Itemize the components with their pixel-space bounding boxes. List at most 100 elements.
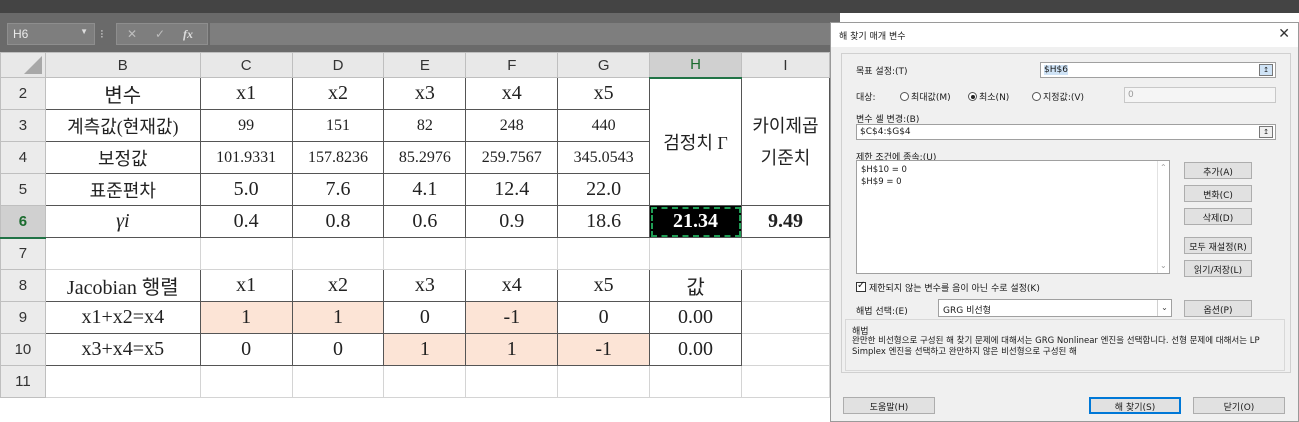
cell-e9[interactable]: 0: [383, 301, 467, 334]
constraint-item[interactable]: $H$10 = 0: [861, 165, 907, 175]
radio-value-of[interactable]: 지정값:(V): [1032, 90, 1084, 103]
more-icon[interactable]: ⁝: [100, 27, 104, 41]
collapse-dialog-icon-2[interactable]: ↥: [1259, 126, 1273, 138]
cell-g11[interactable]: [557, 365, 651, 398]
constraints-scrollbar[interactable]: ⌃ ⌄: [1157, 161, 1169, 273]
row-header-4[interactable]: 4: [0, 141, 46, 174]
cell-b11[interactable]: [44, 365, 201, 398]
column-header-f[interactable]: F: [465, 52, 559, 78]
cell-d6[interactable]: 0.8: [291, 205, 385, 238]
radio-min[interactable]: 최소(N): [968, 90, 1009, 103]
row-header-9[interactable]: 9: [0, 301, 46, 334]
cell-g7[interactable]: [557, 237, 651, 270]
cell-b10[interactable]: x3+x4=x5: [44, 333, 201, 366]
cell-f6[interactable]: 0.9: [465, 205, 559, 238]
cell-d7[interactable]: [291, 237, 385, 270]
cell-f7[interactable]: [465, 237, 559, 270]
reset-all-button[interactable]: 모두 재설정(R): [1184, 237, 1252, 254]
cell-c3[interactable]: 99: [199, 109, 293, 142]
add-button[interactable]: 추가(A): [1184, 162, 1252, 179]
cell-b7[interactable]: [44, 237, 201, 270]
cell-g8[interactable]: x5: [557, 269, 651, 302]
cell-i2-chi-label[interactable]: 카이제곱 기준치: [741, 77, 830, 206]
scroll-up-icon[interactable]: ⌃: [1160, 163, 1167, 172]
cell-c9[interactable]: 1: [199, 301, 293, 334]
cell-g6[interactable]: 18.6: [557, 205, 651, 238]
close-icon[interactable]: ✕: [1278, 26, 1290, 42]
cell-i10[interactable]: [741, 333, 830, 366]
objective-field[interactable]: $H$6 ↥: [1040, 62, 1276, 78]
constraints-list[interactable]: $H$10 = 0 $H$9 = 0 ⌃ ⌄: [856, 160, 1170, 274]
cell-d8[interactable]: x2: [291, 269, 385, 302]
cell-f9[interactable]: -1: [465, 301, 559, 334]
row-header-5[interactable]: 5: [0, 173, 46, 206]
insert-function-icon[interactable]: fx: [183, 27, 193, 41]
cell-e7[interactable]: [383, 237, 467, 270]
cell-e8[interactable]: x3: [383, 269, 467, 302]
cell-d11[interactable]: [291, 365, 385, 398]
column-header-g[interactable]: G: [557, 52, 651, 78]
column-header-b[interactable]: B: [44, 52, 201, 78]
cell-d10[interactable]: 0: [291, 333, 385, 366]
load-save-button[interactable]: 읽기/저장(L): [1184, 260, 1252, 277]
row-header-3[interactable]: 3: [0, 109, 46, 142]
cell-g3[interactable]: 440: [557, 109, 651, 142]
cell-g9[interactable]: 0: [557, 301, 651, 334]
confirm-icon[interactable]: ✓: [155, 27, 166, 41]
cell-b3[interactable]: 계측값(현재값): [44, 109, 201, 142]
cell-c2[interactable]: x1: [199, 77, 293, 110]
cell-g4[interactable]: 345.0543: [557, 141, 651, 174]
cell-c11[interactable]: [199, 365, 293, 398]
cell-d3[interactable]: 151: [291, 109, 385, 142]
chevron-down-icon[interactable]: ▼: [80, 27, 88, 36]
cell-c10[interactable]: 0: [199, 333, 293, 366]
cell-f5[interactable]: 12.4: [465, 173, 559, 206]
cell-e6[interactable]: 0.6: [383, 205, 467, 238]
nonnegative-checkbox[interactable]: 제한되지 않는 변수를 음이 아닌 수로 설정(K): [856, 280, 1040, 294]
cell-d5[interactable]: 7.6: [291, 173, 385, 206]
cell-c4[interactable]: 101.9331: [199, 141, 293, 174]
cell-i9[interactable]: [741, 301, 830, 334]
cell-e11[interactable]: [383, 365, 467, 398]
cell-e10[interactable]: 1: [383, 333, 467, 366]
cell-h10[interactable]: 0.00: [649, 333, 742, 366]
cell-b4[interactable]: 보정값: [44, 141, 201, 174]
column-header-h[interactable]: H: [649, 52, 742, 79]
cell-f11[interactable]: [465, 365, 559, 398]
cell-h6-active[interactable]: 21.34: [649, 205, 742, 238]
column-header-d[interactable]: D: [291, 52, 385, 78]
cell-b9[interactable]: x1+x2=x4: [44, 301, 201, 334]
cell-b2[interactable]: 변수: [44, 77, 201, 110]
cell-e5[interactable]: 4.1: [383, 173, 467, 206]
column-header-e[interactable]: E: [383, 52, 467, 78]
cell-i6[interactable]: 9.49: [741, 205, 830, 238]
cell-f3[interactable]: 248: [465, 109, 559, 142]
cell-g10[interactable]: -1: [557, 333, 651, 366]
cell-h11[interactable]: [649, 365, 742, 398]
column-header-c[interactable]: C: [199, 52, 293, 78]
options-button[interactable]: 옵션(P): [1184, 300, 1252, 317]
column-header-i[interactable]: I: [741, 52, 830, 78]
cell-g5[interactable]: 22.0: [557, 173, 651, 206]
cell-e3[interactable]: 82: [383, 109, 467, 142]
cell-h2-test-stat-label[interactable]: 검정치 Γ: [649, 77, 742, 206]
cancel-icon[interactable]: ✕: [127, 27, 138, 41]
row-header-6[interactable]: 6: [0, 205, 46, 239]
cell-e2[interactable]: x3: [383, 77, 467, 110]
cell-b5[interactable]: 표준편차: [44, 173, 201, 206]
row-header-7[interactable]: 7: [0, 237, 46, 270]
cell-h8[interactable]: 값: [649, 269, 742, 302]
value-of-field[interactable]: 0: [1124, 87, 1276, 103]
radio-max[interactable]: 최대값(M): [900, 90, 951, 103]
collapse-dialog-icon[interactable]: ↥: [1259, 64, 1273, 76]
cell-b6[interactable]: γi: [44, 205, 201, 238]
cell-e4[interactable]: 85.2976: [383, 141, 467, 174]
cell-f4[interactable]: 259.7567: [465, 141, 559, 174]
cell-f10[interactable]: 1: [465, 333, 559, 366]
scroll-down-icon[interactable]: ⌄: [1160, 261, 1167, 270]
formula-input[interactable]: [210, 23, 840, 45]
cell-c5[interactable]: 5.0: [199, 173, 293, 206]
cell-c8[interactable]: x1: [199, 269, 293, 302]
chevron-down-icon[interactable]: ⌄: [1157, 300, 1171, 316]
delete-button[interactable]: 삭제(D): [1184, 208, 1252, 225]
